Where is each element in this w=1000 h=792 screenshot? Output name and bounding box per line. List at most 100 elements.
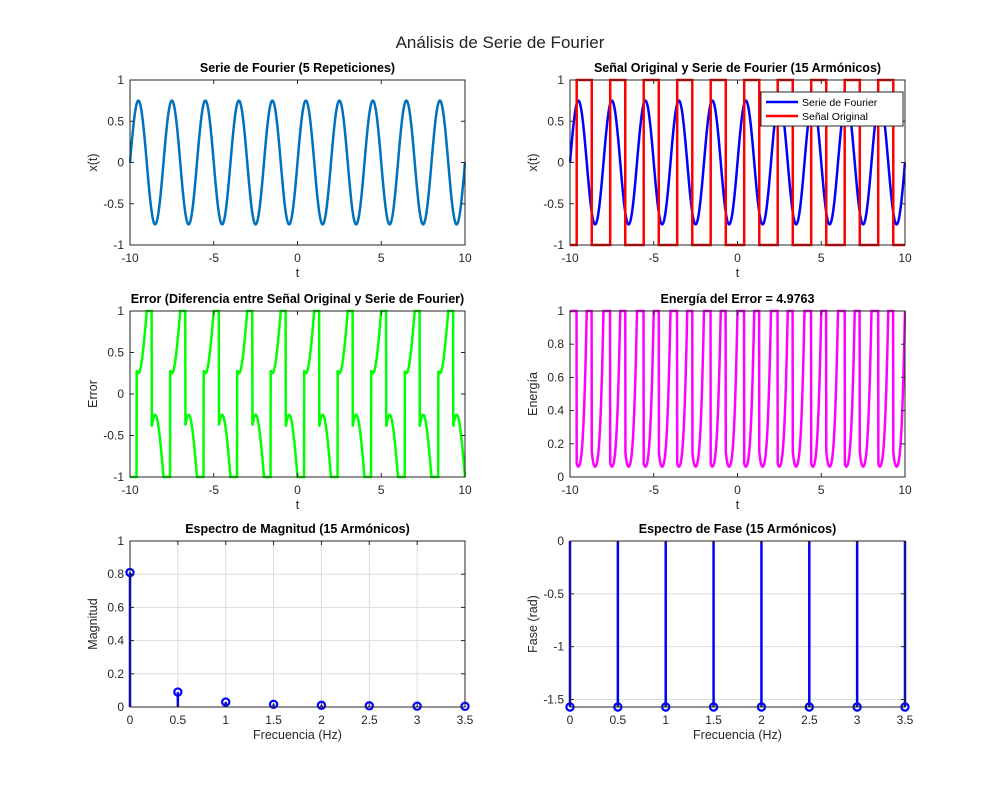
subplot-6: 0 0.5 1 1.5 2 2.5 3 3.5 -1.5 -1 -0.5 0 Espectro de F… bbox=[526, 522, 914, 742]
y-tick-label: 0 bbox=[117, 156, 124, 170]
x-tick-label: 0.5 bbox=[610, 713, 627, 727]
x-tick-label: 0 bbox=[567, 713, 574, 727]
series-line bbox=[129, 99, 466, 226]
x-tick-label: 2.5 bbox=[361, 713, 378, 727]
y-tick-label: 0 bbox=[557, 470, 564, 484]
y-tick-label: 1 bbox=[117, 73, 124, 87]
y-tick-label: 0 bbox=[557, 534, 564, 548]
y-tick-label: 0 bbox=[117, 700, 124, 714]
x-tick-label: 5 bbox=[818, 251, 825, 265]
subplot-4: -10 -5 0 5 10 0 0.2 0.4 0.6 0.8 1 Energía del Error… bbox=[526, 292, 912, 512]
stem-marker bbox=[316, 700, 327, 711]
y-tick-label: 0.5 bbox=[107, 114, 124, 128]
y-tick-label: 0.6 bbox=[107, 600, 124, 614]
y-tick-label: 0.8 bbox=[107, 567, 124, 581]
x-axis-label: Frecuencia (Hz) bbox=[253, 728, 342, 742]
y-axis-label: Fase (rad) bbox=[526, 595, 540, 653]
y-tick-label: -1 bbox=[553, 238, 564, 252]
legend: Serie de Fourier Señal Original bbox=[760, 91, 904, 127]
x-tick-label: 1 bbox=[222, 713, 229, 727]
y-axis-label: Energía bbox=[526, 372, 540, 416]
x-tick-label: 2 bbox=[318, 713, 325, 727]
subplot-title: Espectro de Magnitud (15 Armónicos) bbox=[185, 522, 410, 536]
x-tick-label: 5 bbox=[378, 483, 385, 497]
x-tick-label: 1.5 bbox=[705, 713, 722, 727]
y-axis-label: Magnitud bbox=[86, 598, 100, 649]
legend-entry: Serie de Fourier bbox=[802, 97, 878, 109]
y-tick-label: 1 bbox=[557, 73, 564, 87]
x-tick-label: 0.5 bbox=[170, 713, 187, 727]
y-tick-label: -1 bbox=[553, 640, 564, 654]
y-tick-label: 0.4 bbox=[547, 404, 564, 418]
stem-marker bbox=[412, 701, 422, 711]
y-tick-label: 0.2 bbox=[107, 667, 124, 681]
x-tick-label: 5 bbox=[818, 483, 825, 497]
y-tick-label: 1 bbox=[557, 304, 564, 318]
y-axis-label: x(t) bbox=[526, 153, 540, 171]
plot-area bbox=[130, 311, 465, 477]
stem-marker bbox=[364, 701, 374, 711]
x-tick-label: 1.5 bbox=[265, 713, 282, 727]
x-tick-label: 0 bbox=[734, 251, 741, 265]
y-tick-label: -1.5 bbox=[543, 693, 564, 707]
stem-marker bbox=[173, 687, 183, 697]
y-tick-label: -1 bbox=[113, 470, 124, 484]
x-tick-label: 0 bbox=[734, 483, 741, 497]
x-tick-label: 10 bbox=[458, 251, 472, 265]
x-tick-label: -5 bbox=[208, 251, 219, 265]
x-tick-label: 0 bbox=[127, 713, 134, 727]
x-tick-label: -10 bbox=[561, 483, 579, 497]
subplot-title: Error (Diferencia entre Señal Original y… bbox=[131, 292, 464, 306]
y-tick-label: 1 bbox=[117, 304, 124, 318]
axes-box bbox=[129, 540, 466, 708]
y-tick-label: 1 bbox=[117, 534, 124, 548]
subplot-title: Energía del Error = 4.9763 bbox=[661, 292, 815, 306]
x-tick-label: -5 bbox=[648, 483, 659, 497]
y-tick-label: 0.6 bbox=[547, 370, 564, 384]
x-tick-label: 0 bbox=[294, 251, 301, 265]
x-tick-label: 3.5 bbox=[457, 713, 474, 727]
axes-box bbox=[569, 540, 906, 708]
subplot-3: -10 -5 0 5 10 -1 -0.5 0 0.5 1 Error (Diferencia en… bbox=[86, 292, 472, 512]
x-tick-label: 0 bbox=[294, 483, 301, 497]
subplot-5: 0 0.5 1 1.5 2 2.5 3 3.5 0 0.2 0.4 0.6 0.8 1 Espectro d… bbox=[86, 522, 474, 742]
x-tick-label: 1 bbox=[662, 713, 669, 727]
x-tick-label: 10 bbox=[898, 251, 912, 265]
y-tick-label: -0.5 bbox=[543, 587, 564, 601]
y-tick-label: 0.8 bbox=[547, 337, 564, 351]
x-tick-label: 10 bbox=[458, 483, 472, 497]
y-tick-label: 0.5 bbox=[107, 346, 124, 360]
x-tick-label: -10 bbox=[121, 483, 139, 497]
y-tick-label: -0.5 bbox=[103, 429, 124, 443]
x-axis-label: t bbox=[296, 498, 300, 512]
x-axis-label: t bbox=[736, 498, 740, 512]
y-axis-label: Error bbox=[86, 380, 100, 408]
y-tick-label: 0 bbox=[557, 156, 564, 170]
x-tick-label: -5 bbox=[648, 251, 659, 265]
plot-area bbox=[570, 541, 905, 707]
y-tick-label: 0.4 bbox=[107, 634, 124, 648]
data-layer bbox=[129, 99, 466, 226]
x-tick-label: 5 bbox=[378, 251, 385, 265]
y-tick-label: -0.5 bbox=[103, 197, 124, 211]
subplot-title: Espectro de Fase (15 Armónicos) bbox=[639, 522, 837, 536]
x-tick-label: -10 bbox=[121, 251, 139, 265]
x-tick-label: -10 bbox=[561, 251, 579, 265]
figure-suptitle: Análisis de Serie de Fourier bbox=[396, 33, 605, 52]
subplot-1: -10 -5 0 5 10 -1 -0.5 0 0.5 1 Serie de Fourier (5 … bbox=[86, 61, 472, 280]
x-tick-label: 10 bbox=[898, 483, 912, 497]
y-tick-label: 0.2 bbox=[547, 437, 564, 451]
x-tick-label: 3.5 bbox=[897, 713, 914, 727]
x-tick-label: 3 bbox=[854, 713, 861, 727]
legend-entry: Señal Original bbox=[802, 111, 868, 123]
x-axis-label: t bbox=[736, 266, 740, 280]
x-tick-label: -5 bbox=[208, 483, 219, 497]
y-axis-label: x(t) bbox=[86, 153, 100, 171]
x-tick-label: 2.5 bbox=[801, 713, 818, 727]
subplot-title: Serie de Fourier (5 Repeticiones) bbox=[200, 61, 395, 75]
x-axis-label: Frecuencia (Hz) bbox=[693, 728, 782, 742]
x-tick-label: 2 bbox=[758, 713, 765, 727]
plot-area bbox=[130, 541, 465, 707]
